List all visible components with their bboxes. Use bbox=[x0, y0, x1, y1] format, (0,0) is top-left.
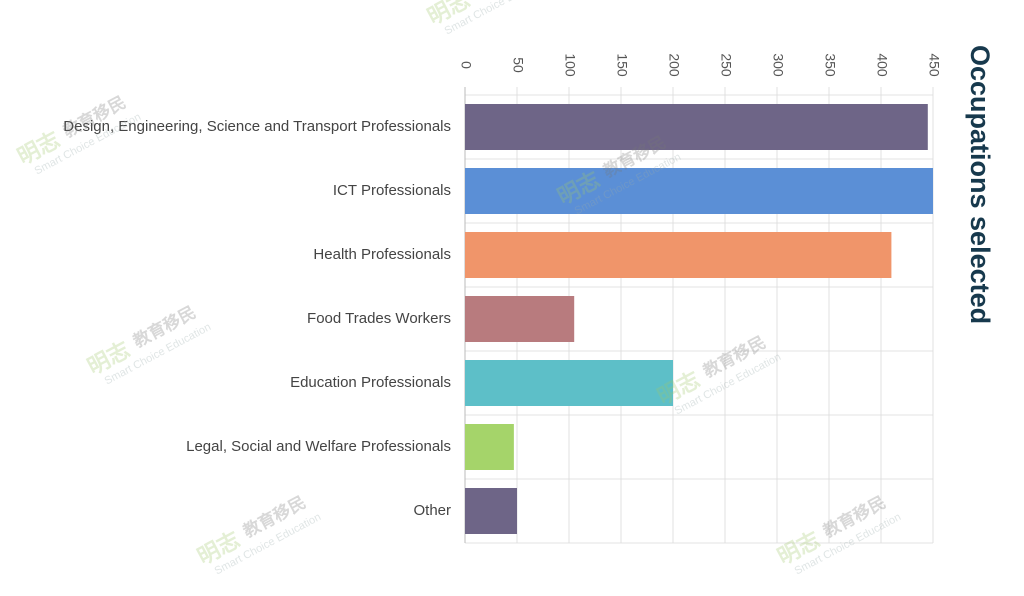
chart-title: Occupations selected bbox=[965, 45, 995, 324]
x-tick-label: 200 bbox=[666, 53, 682, 77]
y-tick-label: Legal, Social and Welfare Professionals bbox=[186, 438, 451, 455]
x-tick-label: 50 bbox=[510, 57, 526, 73]
y-tick-label: Other bbox=[413, 502, 451, 519]
y-tick-label: Design, Engineering, Science and Transpo… bbox=[63, 118, 451, 135]
x-tick-label: 400 bbox=[874, 53, 890, 77]
x-tick-label: 150 bbox=[614, 53, 630, 77]
y-tick-label: Health Professionals bbox=[313, 246, 451, 263]
x-tick-label: 0 bbox=[458, 61, 474, 69]
bar bbox=[465, 296, 575, 342]
bar bbox=[465, 360, 673, 406]
y-tick-label: ICT Professionals bbox=[333, 182, 451, 199]
x-tick-label: 450 bbox=[926, 53, 942, 77]
x-tick-label: 350 bbox=[822, 53, 838, 77]
x-tick-label: 100 bbox=[562, 53, 578, 77]
bar bbox=[465, 424, 514, 470]
y-tick-label: Education Professionals bbox=[290, 374, 451, 391]
bar bbox=[465, 168, 933, 214]
y-tick-label: Food Trades Workers bbox=[307, 310, 451, 327]
bar bbox=[465, 104, 928, 150]
bar bbox=[465, 232, 892, 278]
x-tick-label: 250 bbox=[718, 53, 734, 77]
x-tick-label: 300 bbox=[770, 53, 786, 77]
bar bbox=[465, 488, 517, 534]
